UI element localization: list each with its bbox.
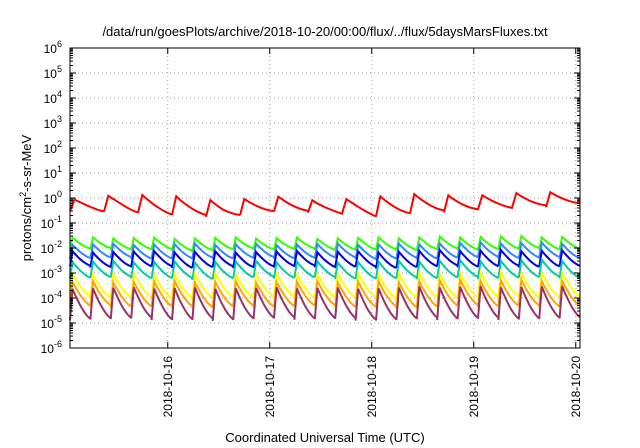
series-line-2 — [69, 240, 581, 261]
y-tick-label: 10-1 — [41, 214, 62, 231]
y-tick-label-base: 10 — [44, 117, 58, 131]
series-line-4 — [69, 257, 581, 281]
series-line-3 — [69, 247, 581, 269]
y-tick-label-base: 10 — [41, 267, 55, 281]
y-tick-label-base: 10 — [41, 242, 55, 256]
y-tick-label-base: 10 — [41, 317, 55, 331]
y-tick-label-exp: 3 — [57, 114, 62, 124]
x-axis-label: Coordinated Universal Time (UTC) — [225, 430, 424, 445]
y-tick-label: 105 — [44, 64, 62, 81]
x-tick-label: 2018-10-20 — [569, 356, 583, 418]
y-tick-label-exp: 6 — [57, 39, 62, 49]
y-tick-label: 10-4 — [41, 289, 62, 306]
y-tick-label: 10-6 — [41, 339, 62, 356]
y-axis-label: protons/cm2-s-sr-MeV — [18, 134, 34, 261]
y-tick-label-base: 10 — [41, 217, 55, 231]
x-tick-label: 2018-10-16 — [161, 356, 175, 418]
chart-title: /data/run/goesPlots/archive/2018-10-20/0… — [102, 24, 548, 39]
y-tick-label-base: 10 — [44, 192, 58, 206]
y-tick-label: 101 — [44, 164, 62, 181]
y-tick-label-exp: -3 — [54, 264, 62, 274]
series-line-6 — [69, 276, 581, 309]
x-axis: 2018-10-16 2018-10-17 2018-10-18 2018-10-19… — [161, 48, 583, 417]
y-tick-label-exp: 1 — [57, 164, 62, 174]
series-line-0 — [69, 190, 581, 218]
y-tick-label-base: 10 — [44, 92, 58, 106]
y-tick-label: 102 — [44, 139, 62, 156]
series-layer — [69, 190, 581, 321]
x-tick-label: 2018-10-17 — [263, 356, 277, 418]
y-tick-label: 10-5 — [41, 314, 62, 331]
series-line-5 — [69, 268, 581, 300]
y-tick-label: 106 — [44, 39, 62, 56]
y-axis: 10-610-510-410-310-210-11001011021031041… — [41, 39, 580, 356]
y-tick-label-base: 10 — [44, 42, 58, 56]
y-tick-label: 100 — [44, 189, 62, 206]
y-tick-label-exp: 4 — [57, 89, 62, 99]
y-tick-label-exp: -1 — [54, 214, 62, 224]
y-tick-label-exp: -5 — [54, 314, 62, 324]
y-tick-label: 10-2 — [41, 239, 62, 256]
y-tick-label-base: 10 — [44, 167, 58, 181]
y-tick-label: 103 — [44, 114, 62, 131]
x-tick-label: 2018-10-19 — [467, 356, 481, 418]
y-tick-label-exp: 2 — [57, 139, 62, 149]
y-tick-label-base: 10 — [41, 342, 55, 356]
y-tick-label-base: 10 — [44, 67, 58, 81]
y-axis-label-rest: -s-sr-MeV — [19, 134, 34, 191]
y-axis-label-sup: 2 — [18, 192, 28, 197]
y-tick-label-exp: -6 — [54, 339, 62, 349]
y-tick-label-exp: 5 — [57, 64, 62, 74]
y-axis-label-base: protons/cm — [19, 197, 34, 261]
y-tick-label-exp: -2 — [54, 239, 62, 249]
x-tick-label: 2018-10-18 — [365, 356, 379, 418]
y-tick-label-exp: 0 — [57, 189, 62, 199]
series-line-1 — [69, 234, 581, 253]
y-tick-label: 104 — [44, 89, 62, 106]
y-tick-label-base: 10 — [41, 292, 55, 306]
y-tick-label-base: 10 — [44, 142, 58, 156]
series-line-7 — [69, 285, 581, 321]
y-tick-label-exp: -4 — [54, 289, 62, 299]
y-tick-label: 10-3 — [41, 264, 62, 281]
